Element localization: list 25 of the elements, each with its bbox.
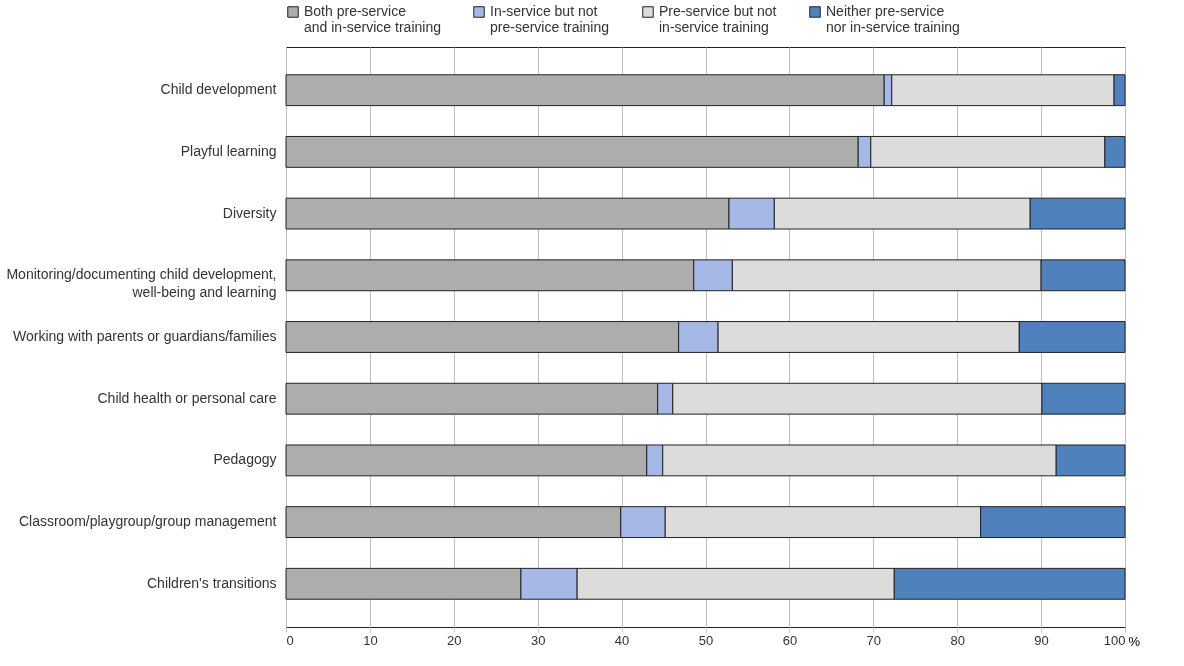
legend-label: In-service but not pre-service training bbox=[490, 3, 610, 35]
x-tick-label: 40 bbox=[614, 632, 630, 648]
x-tick-label: 10 bbox=[363, 632, 378, 648]
y-tick-label: Child development bbox=[160, 81, 277, 98]
x-tick-label: 100 bbox=[1103, 632, 1126, 648]
x-tick-label: 70 bbox=[866, 632, 882, 648]
x-tick-label: 50 bbox=[698, 632, 714, 648]
y-tick-label: Playful learning bbox=[180, 142, 277, 159]
x-axis-title: % bbox=[1128, 633, 1141, 649]
y-tick-label: Classroom/playgroup/group management bbox=[18, 513, 277, 530]
x-tick-label: 20 bbox=[447, 632, 462, 648]
legend-label: Neither pre-service nor in-service training bbox=[826, 3, 960, 35]
legend-label: Pre-service but not in-service training bbox=[659, 3, 777, 35]
x-tick-label: 60 bbox=[782, 632, 798, 648]
legend-label: Both pre-service and in-service training bbox=[304, 3, 441, 35]
y-tick-label: Child health or personal care bbox=[97, 389, 277, 406]
y-tick-label: Diversity bbox=[222, 204, 277, 221]
x-tick-label: 80 bbox=[950, 632, 965, 648]
y-tick-label: Pedagogy bbox=[213, 451, 277, 468]
y-tick-label: Monitoring/documenting child development, well-being and learning bbox=[6, 266, 277, 301]
y-tick-label: Children's transitions bbox=[146, 574, 277, 591]
x-tick-label: 0 bbox=[286, 632, 294, 648]
x-tick-label: 30 bbox=[530, 632, 546, 648]
x-tick-label: 90 bbox=[1034, 632, 1049, 648]
y-tick-label: Working with parents or guardians/families bbox=[12, 328, 277, 344]
